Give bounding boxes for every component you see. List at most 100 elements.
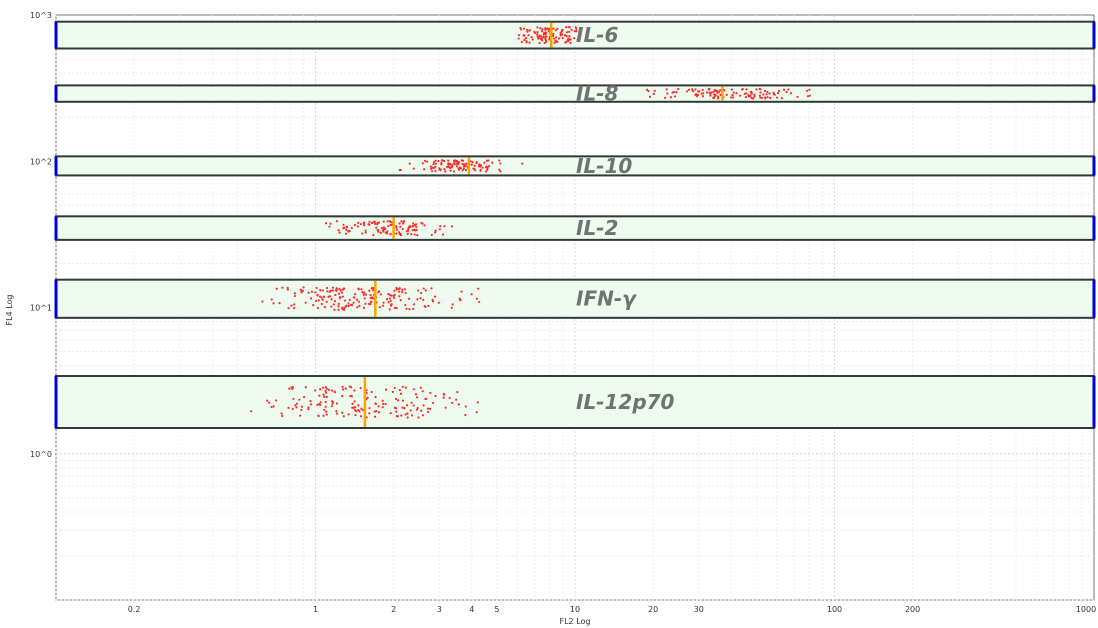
data-point [389, 304, 393, 307]
x-tick-label: 0.2 [128, 605, 141, 614]
data-point [377, 411, 381, 414]
gate-label-il-6: IL-6 [576, 23, 618, 47]
data-point [406, 416, 409, 419]
data-point [330, 405, 333, 408]
data-point [701, 95, 705, 98]
data-point [556, 40, 559, 43]
data-point [374, 395, 377, 399]
data-point [483, 161, 486, 164]
data-point [716, 91, 719, 94]
data-point [796, 95, 799, 99]
data-point [423, 159, 427, 163]
data-point [384, 388, 388, 391]
data-point [404, 413, 407, 416]
data-point [498, 159, 501, 162]
data-point [559, 31, 562, 35]
data-point [523, 38, 526, 42]
data-point [342, 415, 345, 418]
data-point [456, 391, 459, 394]
data-point [759, 91, 762, 94]
data-point [379, 231, 382, 234]
data-point [565, 26, 568, 29]
data-point [366, 396, 369, 399]
data-point [395, 306, 398, 310]
data-point [398, 295, 401, 298]
data-point [409, 409, 412, 412]
data-point [357, 404, 360, 407]
data-point [341, 411, 344, 414]
data-point [401, 227, 404, 231]
data-point [314, 299, 318, 303]
data-point [405, 230, 408, 233]
data-point [381, 399, 384, 402]
data-point [334, 293, 337, 296]
data-point [307, 408, 310, 411]
data-point [317, 299, 320, 302]
data-point [307, 291, 310, 294]
data-point [416, 298, 419, 301]
data-point [753, 95, 756, 98]
data-point [769, 96, 772, 100]
data-point [527, 34, 530, 37]
data-point [442, 396, 445, 399]
data-point [419, 297, 422, 300]
data-point [576, 38, 579, 41]
data-point [345, 225, 349, 229]
data-point [685, 90, 689, 93]
data-point [324, 222, 328, 225]
data-point [347, 302, 350, 305]
data-point [266, 399, 269, 402]
data-point [554, 39, 557, 42]
data-point [399, 225, 402, 228]
data-point [330, 389, 334, 392]
data-point [327, 388, 331, 391]
data-point [460, 290, 463, 293]
data-point [331, 400, 335, 404]
data-point [421, 162, 424, 165]
data-point [386, 220, 389, 223]
data-point [559, 34, 562, 37]
data-point [375, 226, 378, 229]
data-point [695, 93, 698, 96]
data-point [566, 40, 570, 43]
x-tick-label: 30 [694, 605, 704, 614]
data-point [349, 394, 352, 398]
data-point [290, 304, 293, 307]
data-point [299, 414, 302, 417]
data-point [675, 91, 678, 94]
x-tick-label: 1000 [1076, 605, 1096, 614]
data-point [531, 38, 534, 41]
data-point [447, 163, 450, 166]
data-point [275, 287, 278, 290]
data-point [397, 287, 400, 290]
data-point [665, 88, 668, 91]
data-point [387, 225, 390, 228]
data-point [395, 228, 399, 232]
data-point [341, 395, 344, 398]
data-point [536, 33, 539, 36]
data-point [335, 409, 338, 413]
x-tick-label: 200 [905, 605, 920, 614]
data-point [430, 287, 433, 290]
data-point [362, 306, 366, 310]
data-point [457, 403, 460, 406]
data-point [333, 308, 336, 311]
data-point [337, 308, 340, 311]
data-point [302, 286, 305, 289]
data-point [568, 30, 571, 33]
data-point [287, 307, 290, 310]
data-point [413, 233, 416, 236]
data-point [403, 288, 407, 291]
data-point [459, 299, 462, 302]
gate-label-il-12p70: IL-12p70 [576, 390, 675, 414]
data-point [357, 300, 361, 303]
data-point [744, 95, 748, 99]
data-point [407, 297, 411, 300]
data-point [710, 91, 713, 94]
data-point [745, 88, 748, 91]
data-point [319, 401, 322, 404]
data-point [415, 396, 419, 399]
data-point [359, 386, 362, 390]
data-point [776, 91, 780, 95]
data-point [352, 296, 355, 299]
